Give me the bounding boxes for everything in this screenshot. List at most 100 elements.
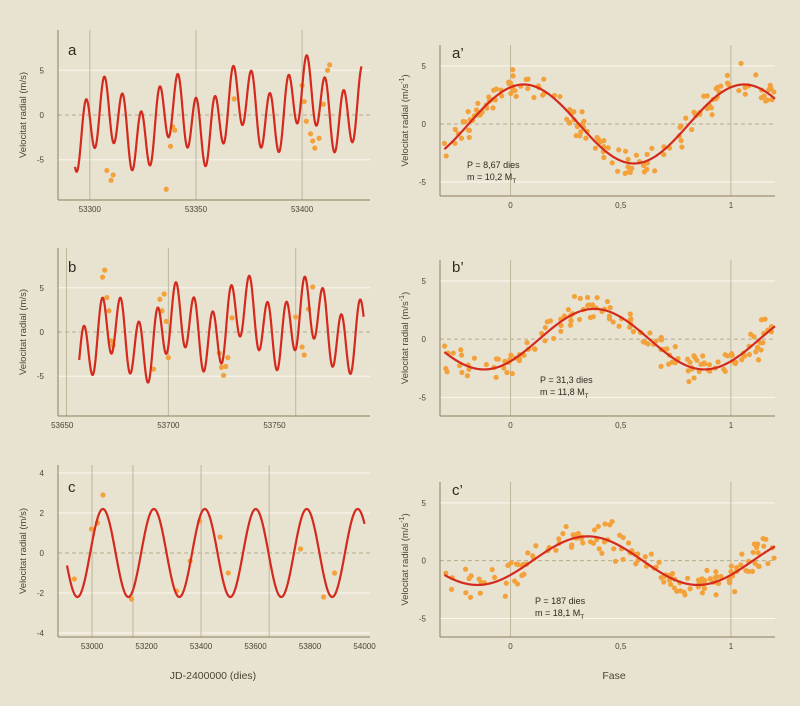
data-point (110, 172, 116, 178)
data-point (684, 575, 691, 581)
data-point (691, 375, 697, 381)
data-point (510, 73, 516, 79)
data-point (622, 148, 629, 154)
data-point (465, 127, 472, 133)
data-point (100, 492, 106, 498)
data-point (493, 86, 499, 92)
data-point (217, 534, 223, 540)
data-point (525, 76, 531, 82)
data-point (763, 98, 769, 104)
data-point (616, 147, 622, 153)
data-point (656, 559, 662, 565)
data-point (694, 357, 700, 363)
data-point (459, 352, 465, 358)
data-point (605, 145, 611, 151)
data-point (297, 546, 304, 552)
data-point (457, 363, 463, 369)
data-point (331, 570, 338, 576)
data-point (465, 109, 471, 115)
data-point (669, 570, 676, 577)
y-axis-label: Velocitat radial (m/s) (18, 508, 29, 594)
data-point (661, 151, 667, 158)
panel-label: c’ (452, 482, 463, 499)
data-point (579, 109, 585, 115)
data-point (502, 593, 508, 599)
y-tick-label: 0 (422, 557, 427, 566)
data-point (722, 352, 728, 358)
data-point (686, 378, 692, 385)
data-point (521, 571, 527, 577)
period-annotation: P = 8,67 dies (467, 160, 520, 170)
period-annotation: P = 187 dies (535, 596, 586, 606)
data-point (493, 374, 499, 380)
x-tick-label: 1 (729, 642, 734, 651)
data-point (679, 144, 685, 150)
data-point (568, 317, 574, 324)
data-point (163, 186, 169, 192)
data-point (724, 72, 731, 79)
panel-c: -4 -2 0 2 4 53000 53200 53400 53600 53800 54000 Vel… (18, 465, 376, 651)
data-point (596, 137, 602, 143)
data-point (640, 162, 647, 168)
data-point (684, 356, 691, 362)
data-point (450, 350, 456, 356)
data-point (531, 346, 538, 352)
data-point (540, 92, 546, 98)
data-point (668, 581, 674, 587)
data-point (516, 358, 522, 364)
data-point (501, 365, 507, 371)
data-point (303, 118, 309, 124)
x-tick-label: 1 (729, 201, 734, 210)
y-tick-label: -5 (37, 156, 45, 165)
data-point (293, 314, 299, 320)
data-point (644, 151, 650, 157)
data-point (558, 328, 564, 334)
data-point (542, 338, 548, 344)
data-point (616, 323, 622, 329)
data-point (557, 93, 563, 100)
y-axis-label: Velocitat radial (m/s-1) (399, 292, 411, 384)
data-point (225, 570, 231, 576)
y-tick-label: 0 (422, 335, 427, 344)
data-point (571, 109, 577, 115)
data-point (739, 551, 745, 557)
data-point (620, 556, 626, 563)
x-tick-label: 53350 (185, 205, 208, 214)
data-point (324, 67, 331, 73)
data-point (594, 294, 600, 301)
data-point (633, 152, 640, 158)
y-tick-label: 5 (422, 62, 427, 71)
data-point (88, 526, 95, 532)
panel-label: c (68, 479, 76, 496)
data-point (615, 168, 621, 174)
y-tick-label: -5 (419, 393, 427, 402)
x-tick-label: 53400 (190, 642, 213, 651)
y-tick-label: 0 (40, 549, 45, 558)
x-tick-label: 1 (729, 421, 734, 430)
data-point (733, 359, 739, 366)
data-point (592, 145, 599, 151)
data-point (512, 578, 518, 584)
data-point (590, 540, 597, 546)
x-tick-label: 53650 (51, 421, 74, 430)
x-tick-label: 53200 (135, 642, 158, 651)
y-tick-label: -5 (419, 614, 427, 623)
data-point (443, 365, 449, 372)
data-point (753, 72, 759, 78)
x-tick-label: 53600 (244, 642, 267, 651)
data-point (310, 284, 316, 290)
model-curve (443, 307, 776, 371)
data-point (718, 573, 724, 580)
data-point (510, 67, 516, 73)
data-point (674, 588, 680, 594)
data-point (578, 129, 584, 135)
data-point (642, 554, 648, 560)
data-point (458, 347, 464, 353)
data-point (513, 93, 519, 100)
data-point (508, 90, 514, 97)
data-point (755, 550, 761, 556)
y-axis-label: Velocitat radial (m/s) (18, 289, 29, 375)
y-axis-label: Velocitat radial (m/s-1) (399, 513, 411, 605)
data-point (165, 355, 171, 361)
data-point (567, 322, 574, 328)
